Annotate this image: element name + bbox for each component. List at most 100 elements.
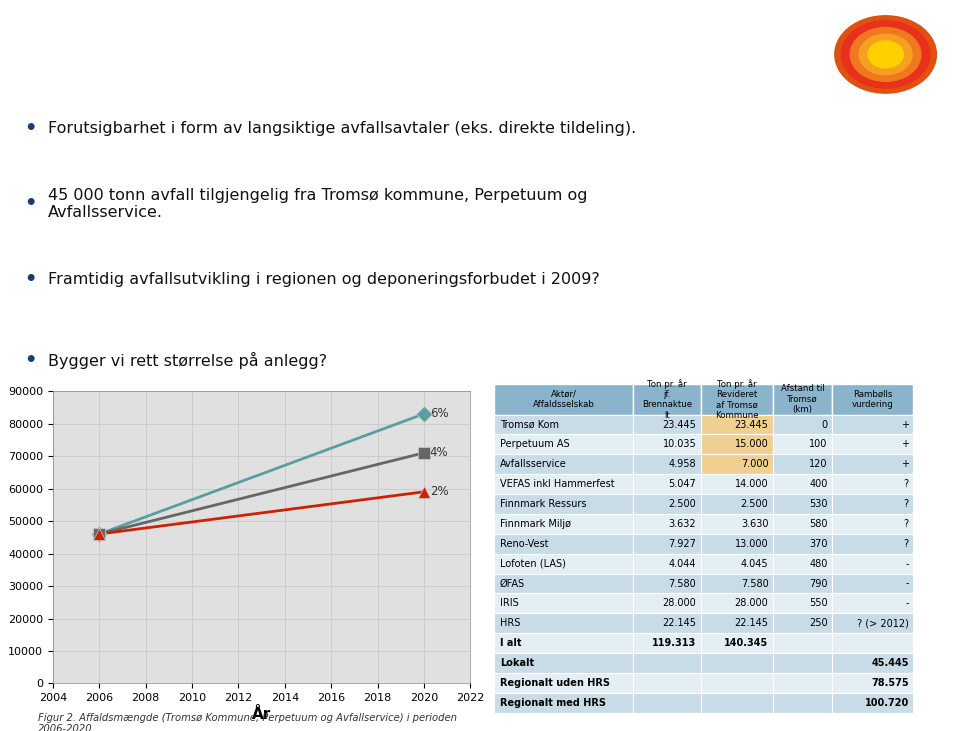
Bar bbox=[494, 574, 634, 594]
Text: Framtidig avfallsutvikling i regionen: Framtidig avfallsutvikling i regionen bbox=[109, 26, 851, 60]
Bar bbox=[634, 534, 701, 554]
Bar bbox=[494, 474, 634, 494]
Bar bbox=[832, 653, 914, 673]
Text: •: • bbox=[24, 351, 36, 370]
Text: 2.500: 2.500 bbox=[741, 499, 768, 509]
Text: ?: ? bbox=[903, 539, 909, 549]
Text: ?: ? bbox=[903, 499, 909, 509]
Text: 120: 120 bbox=[809, 459, 828, 469]
Text: 119.313: 119.313 bbox=[652, 638, 696, 648]
Text: Finnmark Ressurs: Finnmark Ressurs bbox=[500, 499, 587, 509]
Bar bbox=[494, 494, 634, 514]
Bar bbox=[773, 384, 832, 414]
Bar bbox=[773, 434, 832, 455]
Bar bbox=[832, 455, 914, 474]
Bar bbox=[701, 633, 773, 653]
Text: Regionalt uden HRS: Regionalt uden HRS bbox=[500, 678, 610, 688]
Text: Forutsigbarhet i form av langsiktige avfallsavtaler (eks. direkte tildeling).: Forutsigbarhet i form av langsiktige avf… bbox=[48, 121, 636, 136]
Text: 3.632: 3.632 bbox=[669, 519, 696, 529]
Bar bbox=[701, 693, 773, 713]
Bar bbox=[773, 494, 832, 514]
Text: 100.720: 100.720 bbox=[865, 698, 909, 708]
Text: 2%: 2% bbox=[430, 485, 448, 499]
Text: 15.000: 15.000 bbox=[734, 439, 768, 450]
Bar bbox=[634, 673, 701, 693]
Text: 100: 100 bbox=[809, 439, 828, 450]
Bar bbox=[832, 594, 914, 613]
Bar bbox=[494, 594, 634, 613]
Bar bbox=[832, 474, 914, 494]
Text: 3.630: 3.630 bbox=[741, 519, 768, 529]
Bar bbox=[634, 474, 701, 494]
Bar bbox=[832, 554, 914, 574]
Bar bbox=[773, 613, 832, 633]
Text: 7.000: 7.000 bbox=[741, 459, 768, 469]
Text: ?: ? bbox=[903, 519, 909, 529]
Text: 78.575: 78.575 bbox=[872, 678, 909, 688]
Text: +: + bbox=[900, 420, 909, 430]
Text: 4.044: 4.044 bbox=[669, 558, 696, 569]
Text: Avfallsservice: Avfallsservice bbox=[500, 459, 566, 469]
Text: HRS: HRS bbox=[500, 618, 520, 628]
Circle shape bbox=[868, 41, 903, 68]
Text: 790: 790 bbox=[809, 578, 828, 588]
Bar bbox=[701, 494, 773, 514]
Bar bbox=[701, 384, 773, 414]
Y-axis label: Tons: Tons bbox=[0, 522, 4, 553]
Text: 370: 370 bbox=[809, 539, 828, 549]
Text: I alt: I alt bbox=[500, 638, 521, 648]
Text: -: - bbox=[905, 599, 909, 608]
Bar bbox=[832, 613, 914, 633]
X-axis label: År: År bbox=[252, 708, 272, 722]
Text: ØFAS: ØFAS bbox=[500, 578, 525, 588]
Text: 4%: 4% bbox=[430, 447, 448, 459]
Bar bbox=[773, 693, 832, 713]
Bar bbox=[773, 594, 832, 613]
Text: Lofoten (LAS): Lofoten (LAS) bbox=[500, 558, 565, 569]
Text: 14.000: 14.000 bbox=[734, 480, 768, 489]
Bar bbox=[634, 693, 701, 713]
Bar bbox=[634, 434, 701, 455]
Bar bbox=[494, 384, 634, 414]
Text: Perpetuum AS: Perpetuum AS bbox=[500, 439, 569, 450]
Text: 6%: 6% bbox=[430, 407, 448, 420]
Text: Afstand til
Tromsø
(km): Afstand til Tromsø (km) bbox=[780, 385, 825, 414]
Bar bbox=[634, 574, 701, 594]
Bar bbox=[494, 653, 634, 673]
Text: 28.000: 28.000 bbox=[734, 599, 768, 608]
Bar bbox=[832, 514, 914, 534]
Bar bbox=[773, 653, 832, 673]
Text: 13.000: 13.000 bbox=[734, 539, 768, 549]
Text: 550: 550 bbox=[809, 599, 828, 608]
Text: ? (> 2012): ? (> 2012) bbox=[857, 618, 909, 628]
Text: Bygger vi rett størrelse på anlegg?: Bygger vi rett størrelse på anlegg? bbox=[48, 352, 327, 369]
Text: +: + bbox=[900, 439, 909, 450]
Bar bbox=[701, 474, 773, 494]
Text: Tromsø Kom: Tromsø Kom bbox=[500, 420, 559, 430]
Bar bbox=[634, 653, 701, 673]
Bar bbox=[634, 554, 701, 574]
Bar bbox=[773, 414, 832, 434]
Bar bbox=[832, 574, 914, 594]
Bar bbox=[634, 414, 701, 434]
Bar bbox=[832, 434, 914, 455]
Bar bbox=[494, 673, 634, 693]
Bar bbox=[634, 613, 701, 633]
Text: Framtidig avfallsutvikling i regionen og deponeringsforbudet i 2009?: Framtidig avfallsutvikling i regionen og… bbox=[48, 272, 600, 287]
Bar bbox=[701, 613, 773, 633]
Text: ?: ? bbox=[903, 480, 909, 489]
Bar bbox=[701, 554, 773, 574]
Text: +: + bbox=[900, 459, 909, 469]
Circle shape bbox=[835, 16, 936, 93]
Text: Regionalt med HRS: Regionalt med HRS bbox=[500, 698, 606, 708]
Text: VEFAS inkl Hammerfest: VEFAS inkl Hammerfest bbox=[500, 480, 614, 489]
Bar bbox=[701, 594, 773, 613]
Text: 22.145: 22.145 bbox=[734, 618, 768, 628]
Bar bbox=[634, 633, 701, 653]
Bar bbox=[634, 594, 701, 613]
Bar bbox=[701, 455, 773, 474]
Bar bbox=[773, 574, 832, 594]
Text: Aktør/
Affaldsselskab: Aktør/ Affaldsselskab bbox=[533, 390, 595, 409]
Bar bbox=[832, 673, 914, 693]
Text: 0: 0 bbox=[822, 420, 828, 430]
